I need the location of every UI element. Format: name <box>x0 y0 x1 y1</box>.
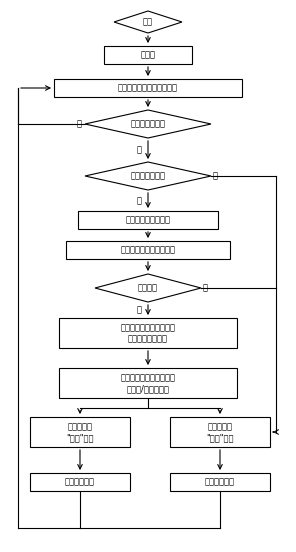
FancyBboxPatch shape <box>59 368 237 398</box>
Polygon shape <box>95 274 201 302</box>
Text: 否: 否 <box>77 119 82 129</box>
FancyBboxPatch shape <box>170 473 270 491</box>
Text: 电控单元发
"分离"信号: 电控单元发 "分离"信号 <box>206 422 234 442</box>
Text: 是否制动: 是否制动 <box>138 284 158 293</box>
Polygon shape <box>85 162 211 190</box>
Text: 否: 否 <box>203 284 208 293</box>
FancyBboxPatch shape <box>104 46 192 64</box>
Text: 压力小于上限值: 压力小于上限值 <box>131 172 165 181</box>
Polygon shape <box>114 11 182 33</box>
Text: 电控单元控制液压控制单
元的进/出油电磁阀: 电控单元控制液压控制单 元的进/出油电磁阀 <box>120 373 176 393</box>
Text: 否: 否 <box>213 172 218 181</box>
Text: 采集高压蓄能器的压力信号: 采集高压蓄能器的压力信号 <box>118 83 178 93</box>
Text: 是: 是 <box>137 146 142 155</box>
Text: 初始化: 初始化 <box>141 50 155 60</box>
FancyBboxPatch shape <box>30 473 130 491</box>
Polygon shape <box>85 110 211 138</box>
Text: 采集踏板模拟器信号及制
动轮缸的压力信号: 采集踏板模拟器信号及制 动轮缸的压力信号 <box>120 323 176 343</box>
Text: 压力大于下限值: 压力大于下限值 <box>131 119 165 129</box>
FancyBboxPatch shape <box>170 417 270 447</box>
Text: 是: 是 <box>137 196 142 205</box>
Text: 离合装置分离: 离合装置分离 <box>205 477 235 486</box>
Text: 根据车速计算制动减速度: 根据车速计算制动减速度 <box>120 246 176 254</box>
Text: 是: 是 <box>137 305 142 315</box>
Text: 离合装置接合: 离合装置接合 <box>65 477 95 486</box>
FancyBboxPatch shape <box>78 211 218 229</box>
Text: 开始: 开始 <box>143 18 153 26</box>
FancyBboxPatch shape <box>59 318 237 348</box>
FancyBboxPatch shape <box>54 79 242 97</box>
Text: 采集车轮的转速信号: 采集车轮的转速信号 <box>126 215 170 225</box>
Text: 电控单元发
"接合"信号: 电控单元发 "接合"信号 <box>66 422 94 442</box>
FancyBboxPatch shape <box>66 241 230 259</box>
FancyBboxPatch shape <box>30 417 130 447</box>
